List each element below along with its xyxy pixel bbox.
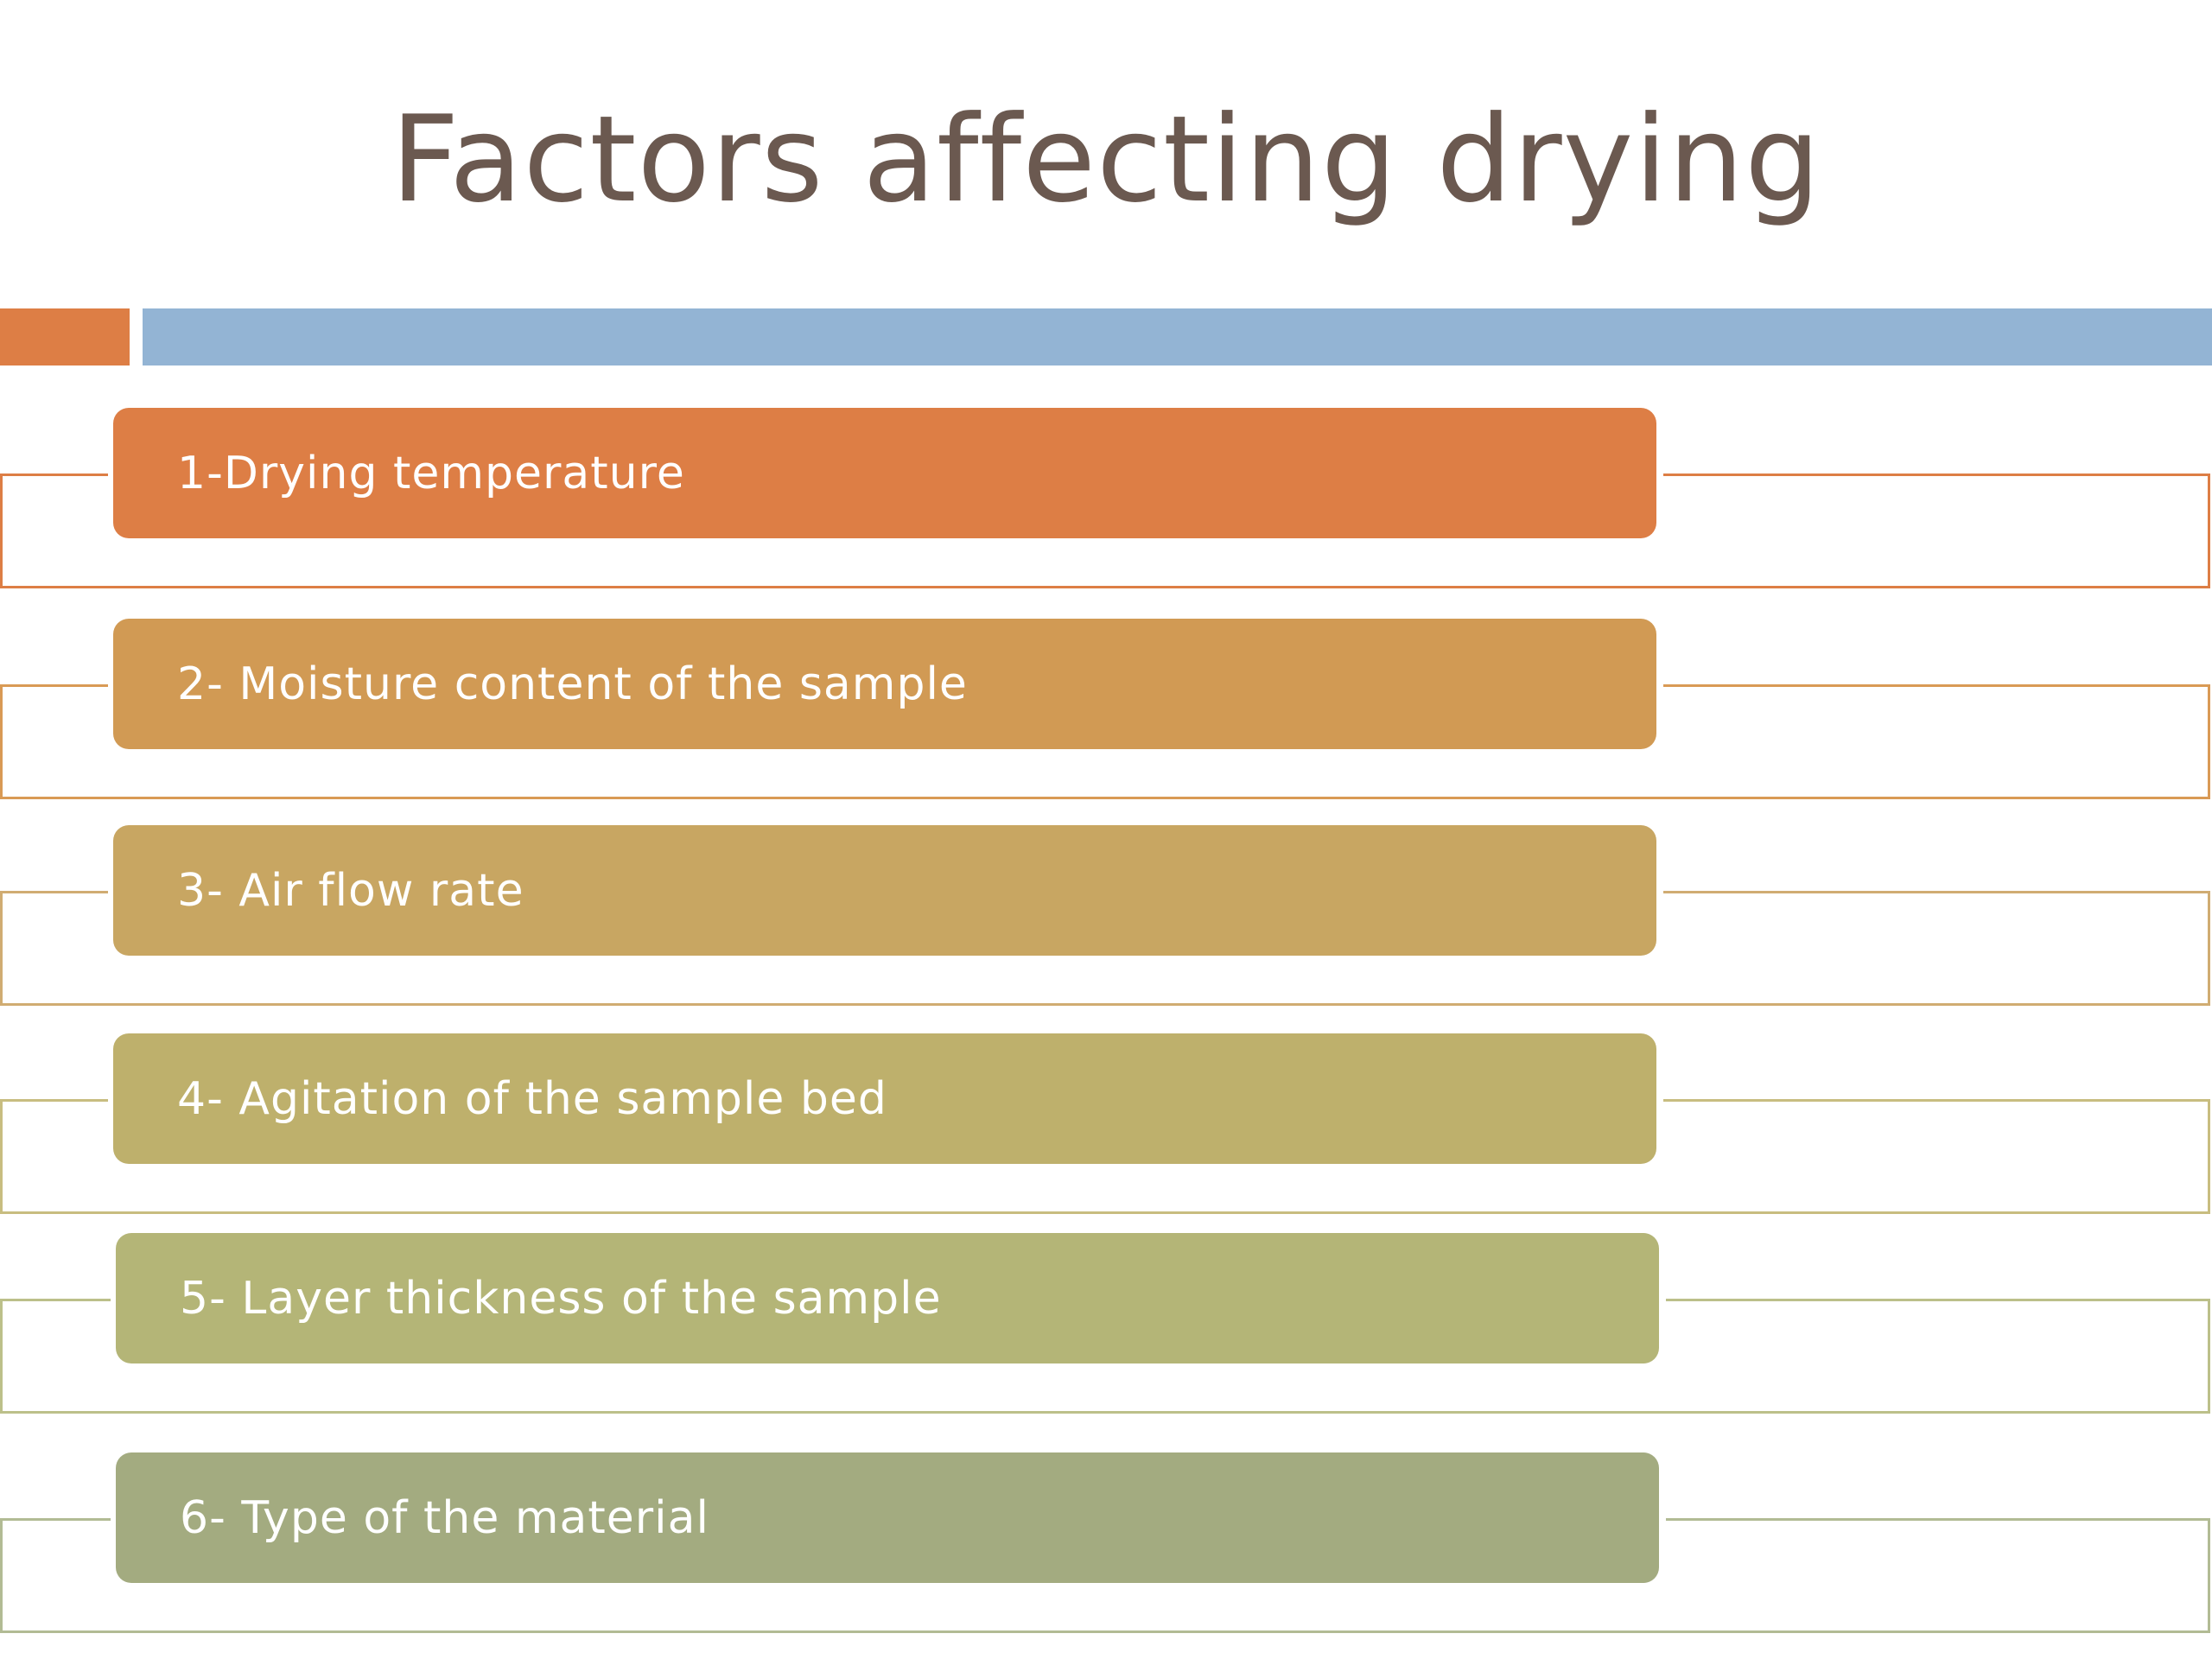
factor-label: 1-Drying temperature (177, 447, 685, 499)
factor-bracket-line (0, 1299, 2210, 1414)
factor-label: 6- Type of the material (180, 1491, 709, 1544)
bracket-top-right-segment (1666, 1518, 2210, 1521)
factor-bracket-line (0, 1099, 2210, 1214)
slide-title: Factors affecting drying (391, 90, 1821, 229)
bracket-top-right-segment (1663, 474, 2210, 476)
accent-bar-blue (143, 308, 2212, 365)
bracket-top-right-segment (1666, 1299, 2210, 1301)
bracket-top-left-segment (0, 1518, 111, 1521)
factor-bracket-line (0, 891, 2210, 1006)
accent-bar-orange (0, 308, 130, 365)
bracket-top-left-segment (0, 1299, 111, 1301)
factor-bracket-line (0, 474, 2210, 588)
factor-label: 2- Moisture content of the sample (177, 658, 968, 710)
factor-item-5: 5- Layer thickness of the sample (116, 1233, 1659, 1363)
bracket-top-left-segment (0, 1099, 108, 1102)
factor-label: 5- Layer thickness of the sample (180, 1272, 942, 1325)
factor-item-3: 3- Air flow rate (113, 825, 1656, 956)
factor-item-1: 1-Drying temperature (113, 408, 1656, 538)
bracket-top-right-segment (1663, 684, 2210, 687)
factor-item-2: 2- Moisture content of the sample (113, 619, 1656, 749)
factor-item-6: 6- Type of the material (116, 1452, 1659, 1583)
factor-item-4: 4- Agitation of the sample bed (113, 1033, 1656, 1164)
bracket-top-left-segment (0, 684, 108, 687)
factor-bracket-line (0, 1518, 2210, 1633)
bracket-top-left-segment (0, 474, 108, 476)
factor-bracket-line (0, 684, 2210, 799)
bracket-top-left-segment (0, 891, 108, 893)
bracket-top-right-segment (1663, 891, 2210, 893)
factor-label: 4- Agitation of the sample bed (177, 1072, 887, 1125)
factor-label: 3- Air flow rate (177, 864, 524, 917)
bracket-top-right-segment (1663, 1099, 2210, 1102)
